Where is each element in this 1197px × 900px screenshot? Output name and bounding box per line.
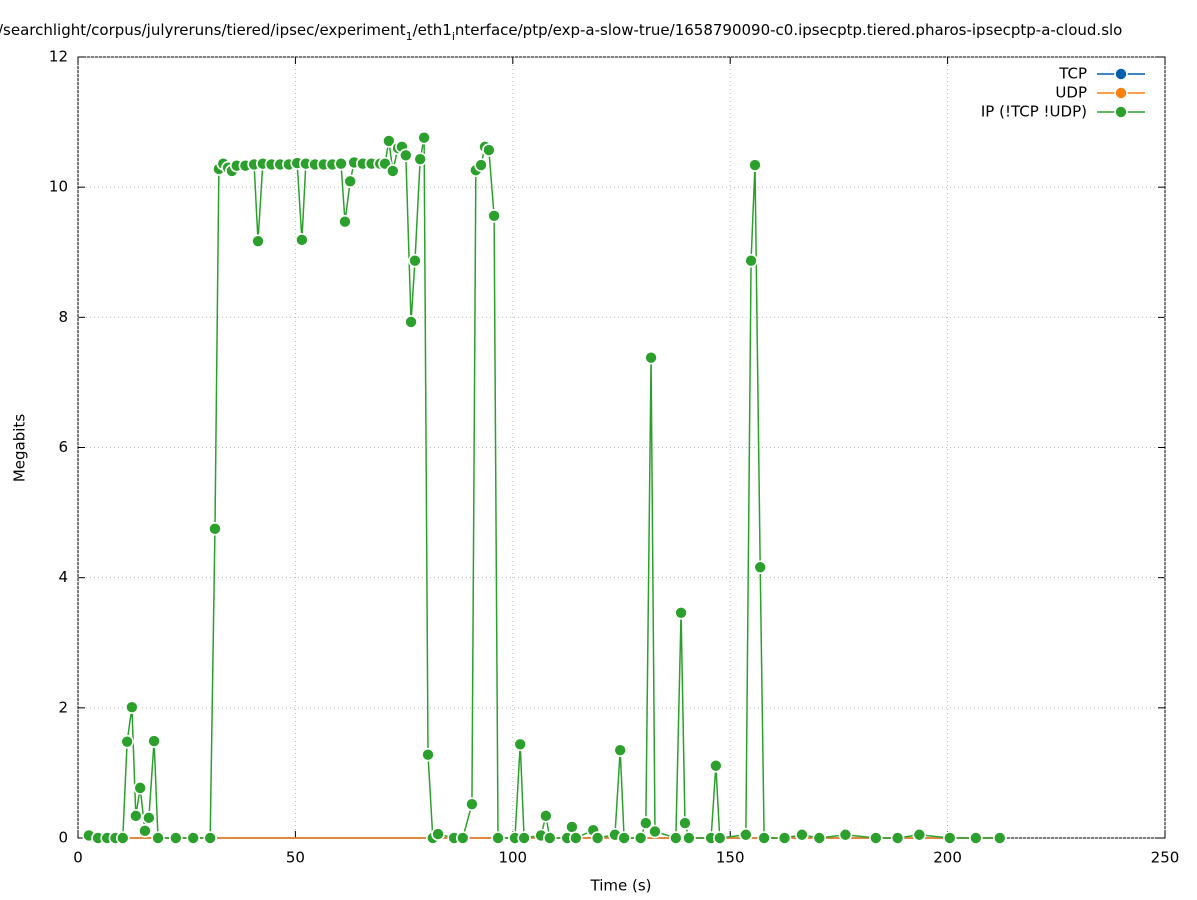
data-point: [133, 781, 147, 795]
data-point: [590, 831, 605, 845]
data-point: [186, 831, 201, 845]
data-point: [674, 606, 688, 620]
x-axis-label: Time (s): [590, 877, 652, 895]
data-point: [869, 831, 883, 845]
title-part: /eth1: [413, 21, 452, 39]
data-point: [812, 831, 827, 845]
data-point: [115, 831, 130, 845]
data-point: [382, 134, 396, 148]
data-point: [748, 158, 762, 172]
data-point: [431, 827, 445, 841]
y-axis-label: Megabits: [11, 414, 29, 482]
data-point: [644, 350, 658, 365]
data-point: [208, 522, 222, 536]
data-point: [151, 831, 165, 845]
data-point: [912, 827, 927, 842]
data-point: [385, 164, 400, 178]
data-point: [633, 831, 648, 845]
legend-label: UDP: [1055, 84, 1087, 102]
data-point: [125, 700, 139, 714]
y-tick-label: 4: [58, 568, 68, 586]
legend-label: TCP: [1058, 65, 1087, 83]
x-tick-label: 0: [73, 849, 83, 867]
plot-frame: [77, 56, 1166, 839]
data-point: [474, 158, 488, 172]
legend-marker: [1114, 105, 1128, 119]
legend-marker: [1114, 67, 1128, 81]
data-point: [569, 831, 583, 845]
data-point: [513, 737, 527, 752]
data-point: [203, 831, 217, 845]
data-point: [491, 831, 505, 845]
data-point: [404, 315, 418, 329]
y-tick-label: 10: [49, 178, 68, 196]
data-point: [542, 831, 557, 845]
data-point: [739, 827, 753, 842]
data-point: [617, 831, 631, 845]
data-point: [120, 734, 134, 749]
legend-marker: [1114, 86, 1128, 100]
chart-title: /searchlight/corpus/julyreruns/tiered/ip…: [0, 21, 1122, 43]
data-point: [639, 816, 653, 830]
data-point: [682, 831, 696, 845]
data-point: [142, 811, 156, 825]
data-point: [482, 143, 496, 157]
data-point: [343, 174, 357, 189]
data-point: [942, 831, 957, 845]
data-point: [712, 831, 727, 845]
y-tick-label: 6: [58, 438, 68, 456]
x-tick-label: 150: [716, 849, 745, 867]
x-tick-label: 250: [1151, 849, 1180, 867]
series-line: [88, 137, 1000, 840]
x-tick-label: 200: [933, 849, 962, 867]
data-point: [334, 156, 348, 171]
data-point: [465, 797, 479, 811]
data-point: [138, 824, 152, 838]
data-point: [295, 233, 309, 247]
data-point: [648, 824, 662, 839]
y-tick-label: 0: [58, 829, 68, 847]
y-tick-label: 2: [58, 698, 68, 716]
data-point: [753, 560, 768, 575]
data-point: [565, 820, 579, 834]
data-point: [147, 734, 161, 748]
data-point: [613, 743, 627, 757]
data-point: [992, 831, 1007, 845]
x-tick-label: 100: [498, 849, 527, 867]
data-point: [251, 234, 265, 248]
data-point: [709, 758, 723, 773]
data-point: [487, 209, 501, 223]
legend-label: IP (!TCP !UDP): [981, 103, 1087, 121]
data-point: [744, 253, 758, 268]
data-point: [969, 831, 983, 845]
data-point: [757, 831, 771, 845]
title-part: /searchlight/corpus/julyreruns/tiered/ip…: [0, 21, 406, 39]
data-point: [169, 831, 183, 845]
data-point: [417, 130, 431, 145]
title-part: i: [452, 30, 455, 43]
data-point: [421, 747, 435, 762]
data-point: [408, 253, 422, 268]
title-part: nterface/ptp/exp-a-slow-true/1658790090-…: [455, 21, 1122, 39]
data-point: [338, 214, 352, 229]
data-point: [455, 831, 470, 845]
data-point: [539, 809, 553, 823]
data-point: [678, 816, 692, 830]
data-point: [517, 831, 531, 845]
data-point: [399, 148, 413, 163]
title-part: 1: [406, 30, 413, 43]
y-tick-label: 12: [49, 48, 68, 66]
data-point: [413, 152, 427, 166]
data-point: [669, 831, 683, 845]
data-point: [795, 827, 809, 842]
data-point: [890, 831, 905, 845]
data-point: [838, 827, 853, 842]
data-point: [129, 809, 143, 823]
data-point: [777, 831, 792, 845]
y-tick-label: 8: [58, 308, 68, 326]
x-tick-label: 50: [286, 849, 305, 867]
